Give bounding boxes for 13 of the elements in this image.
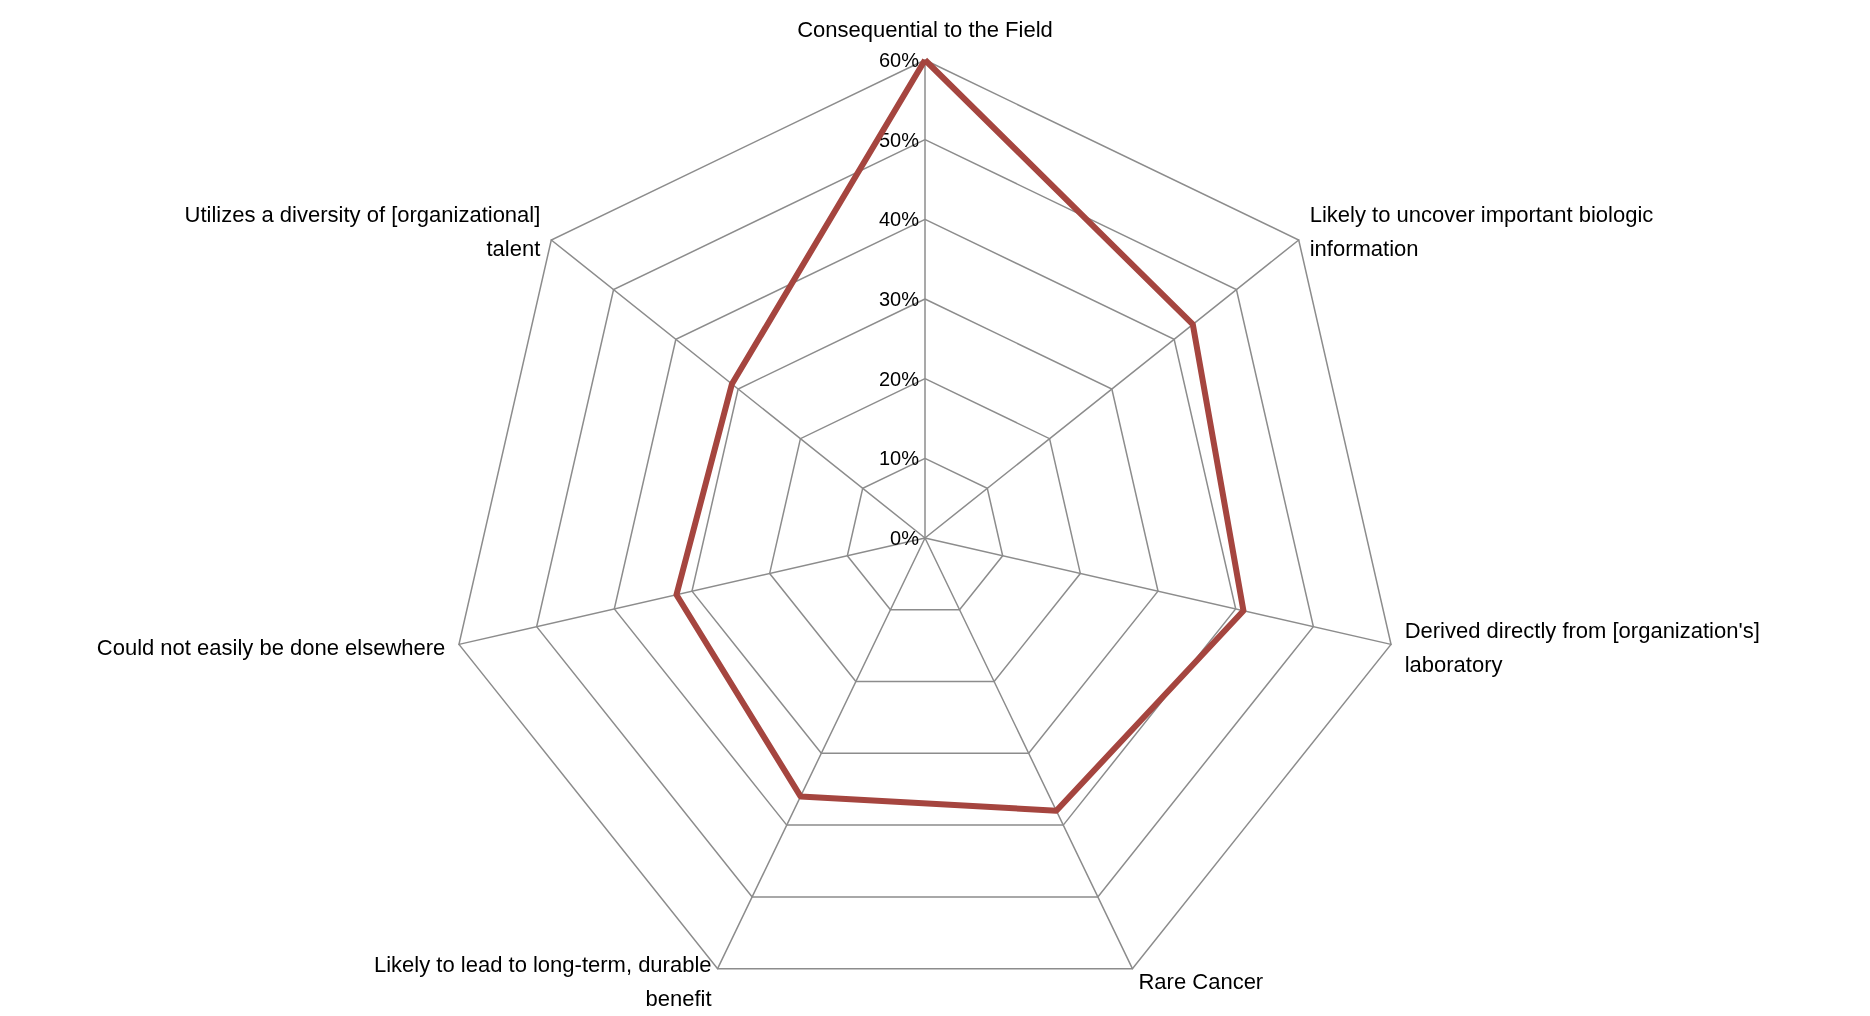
spoke-label: Likely to lead to long-term, durable benefit — [374, 951, 712, 1011]
spoke-label: Consequential to the Field — [797, 16, 1053, 42]
spoke-label: Utilizes a diversity of [organizational] talent — [184, 201, 541, 261]
spoke-label: Likely to uncover important biologic information — [1309, 201, 1654, 261]
y-tick-label: 20% — [878, 367, 920, 390]
y-tick-label: 30% — [878, 288, 920, 310]
y-tick-label: 0% — [890, 527, 920, 549]
y-tick-label: 10% — [878, 447, 920, 470]
spoke-label: Could not easily be done elsewhere — [96, 634, 446, 660]
spoke-label: Derived directly from [organization's] laboratory — [1404, 617, 1760, 677]
y-tick-label: 40% — [878, 208, 920, 231]
y-tick-label: 60% — [878, 49, 920, 71]
spoke-label: Rare Cancer — [1138, 968, 1264, 994]
